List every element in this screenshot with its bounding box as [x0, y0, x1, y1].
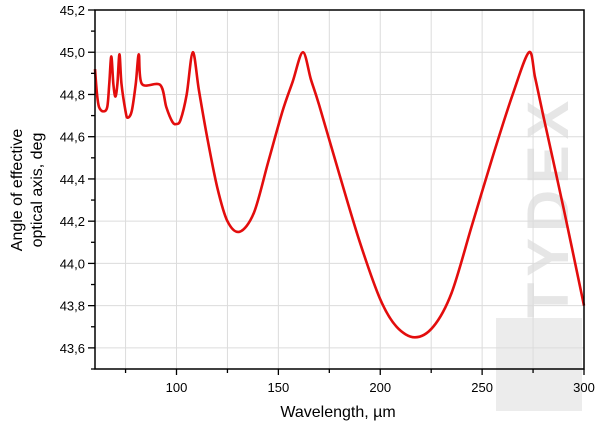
- y-axis-label: Angle of effective optical axis, deg: [9, 129, 46, 252]
- plot-frame: [94, 9, 585, 370]
- x-axis-label: Wavelength, µm: [280, 404, 395, 421]
- tydex-watermark-logo: TYDEX: [496, 95, 582, 411]
- y-axis-label-line-2: optical axis, deg: [29, 133, 46, 248]
- y-tick-label: 43,8: [60, 299, 85, 314]
- x-tick-label: 200: [369, 380, 391, 395]
- y-tick-label: 43,6: [60, 341, 85, 356]
- y-tick-label: 44,6: [60, 130, 85, 145]
- axis-ticks: 100 150 200 250 300 43,6 43,8 44,0 44,2 44,4 44,6 4…: [60, 3, 595, 395]
- x-tick-label: 300: [573, 380, 595, 395]
- grid: [95, 10, 584, 369]
- series-line: [93, 50, 586, 339]
- watermark-text: TYDEX: [516, 95, 581, 318]
- y-tick-label: 44,8: [60, 87, 85, 102]
- y-tick-label: 44,4: [60, 172, 85, 187]
- y-axis-label-line-1: Angle of effective: [9, 129, 26, 252]
- x-tick-label: 250: [471, 380, 493, 395]
- x-tick-label: 150: [268, 380, 290, 395]
- y-tick-label: 44,2: [60, 214, 85, 229]
- x-tick-label: 100: [166, 380, 188, 395]
- watermark-logo-box: [496, 318, 582, 411]
- y-tick-label: 44,0: [60, 256, 85, 271]
- y-tick-label: 45,2: [60, 3, 85, 18]
- y-tick-label: 45,0: [60, 45, 85, 60]
